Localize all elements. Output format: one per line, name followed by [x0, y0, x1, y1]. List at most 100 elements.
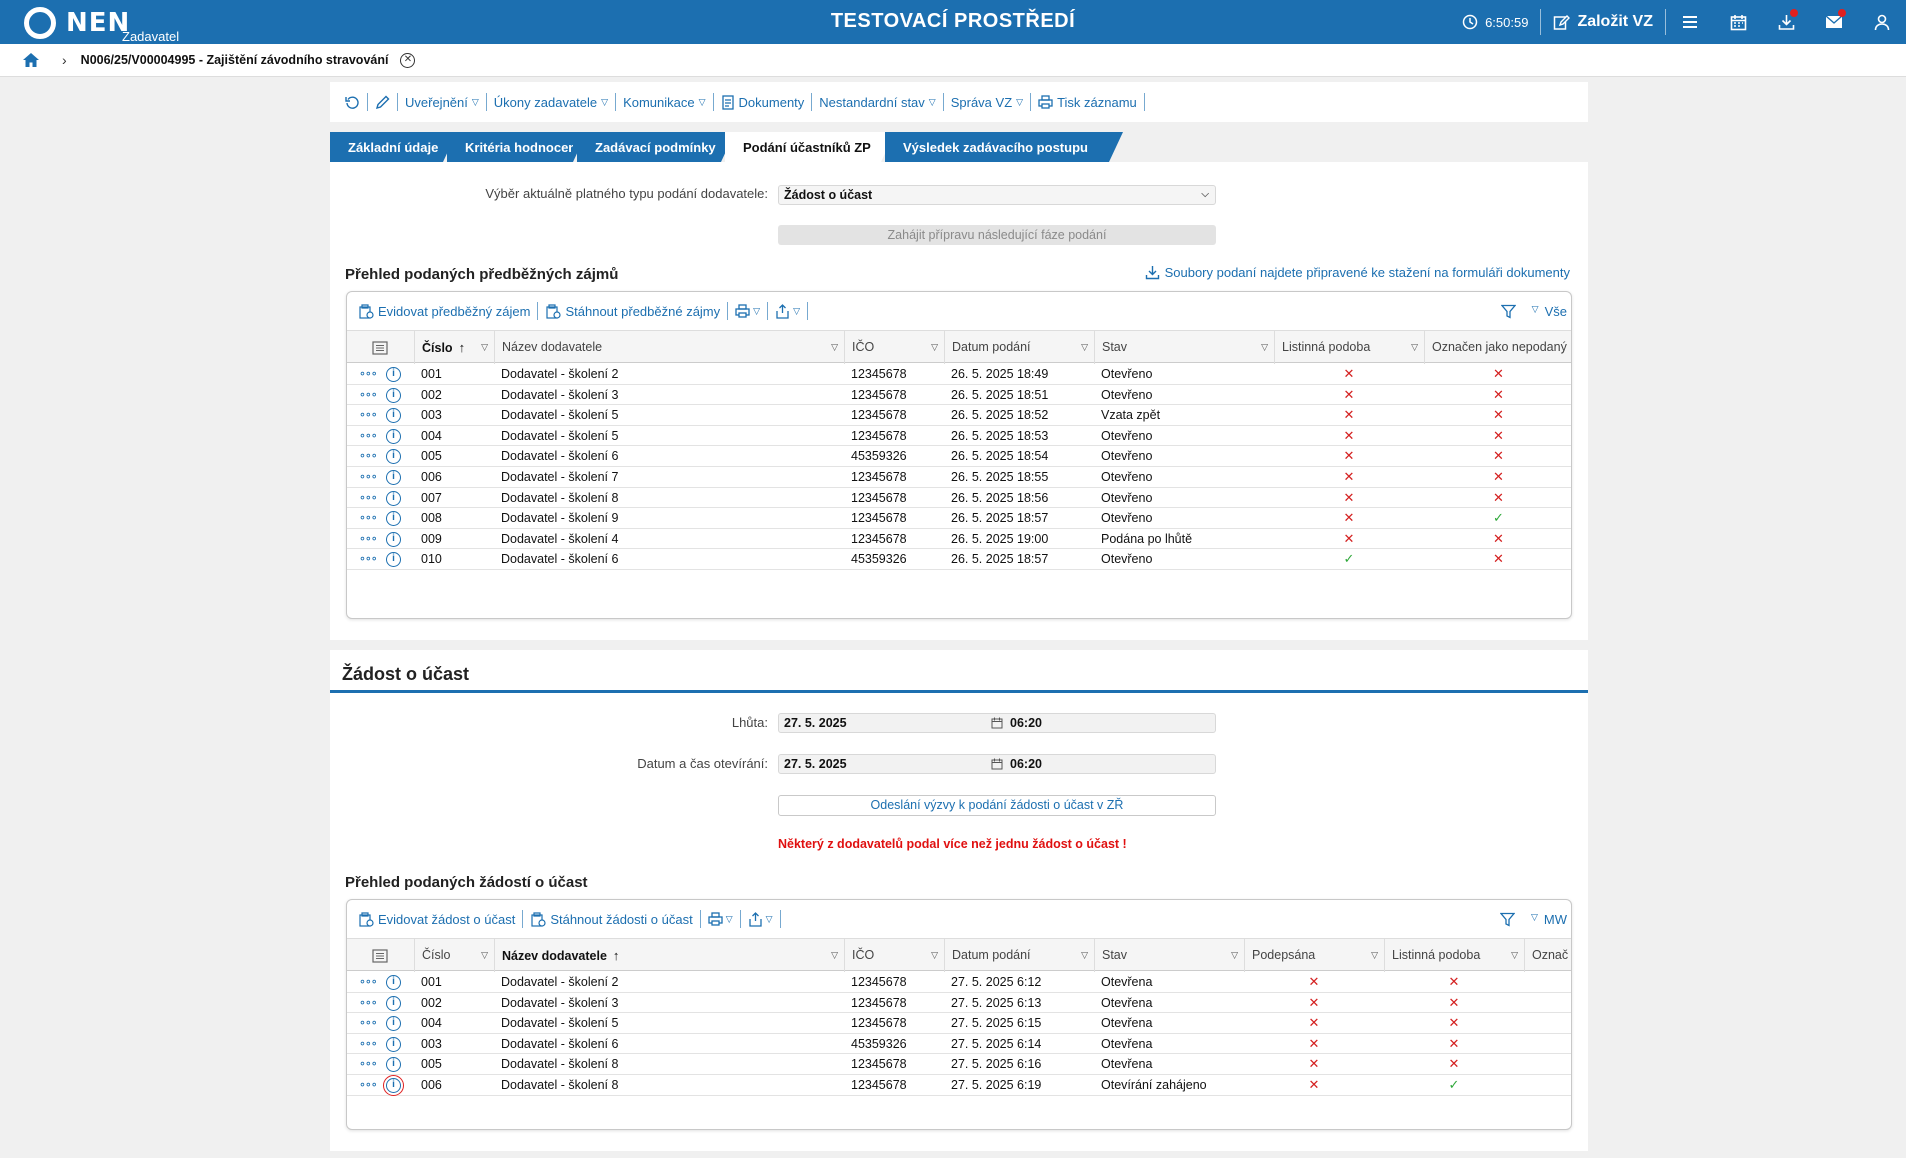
files-download-link[interactable]: Soubory podaní najdete připravené ke sta… [1145, 265, 1570, 280]
print-dropdown-button[interactable]: ▽ [730, 304, 765, 318]
table-row[interactable]: ∘∘∘ i 003 Dodavatel - školení 6 45359326 27. … [347, 1034, 1571, 1055]
tab-kriteria-hodnoceni[interactable]: Kritéria hodnocení [447, 132, 587, 162]
info-icon[interactable]: i [386, 449, 401, 465]
info-icon[interactable]: i [386, 511, 401, 527]
deadline-field[interactable]: 27. 5. 2025 06:20 [778, 713, 1216, 733]
main-menu-button[interactable] [1666, 0, 1714, 44]
column-header-ico[interactable]: IČO ▽ [844, 331, 944, 364]
table-row[interactable]: ∘∘∘ i 009 Dodavatel - školení 4 12345678 26. … [347, 529, 1571, 550]
column-header-cislo[interactable]: Číslo ▽ [414, 939, 494, 972]
print-dropdown-button[interactable]: ▽ [703, 912, 738, 926]
more-actions-icon[interactable]: ∘∘∘ [359, 450, 378, 463]
filter-button[interactable] [1492, 912, 1523, 927]
download-requests-button[interactable]: Stáhnout žádosti o účast [525, 912, 697, 927]
column-header-datum[interactable]: Datum podání ▽ [944, 331, 1094, 364]
menu-item-nestandardni-stav[interactable]: Nestandardní stav ▽ [812, 95, 942, 110]
table-row[interactable]: ∘∘∘ i 010 Dodavatel - školení 6 45359326 26. … [347, 549, 1571, 570]
messages-button[interactable] [1810, 0, 1858, 44]
column-settings[interactable] [347, 331, 414, 364]
tab-podani-ucastniku[interactable]: Podání účastníků ZP [725, 132, 895, 162]
more-actions-icon[interactable]: ∘∘∘ [359, 388, 378, 401]
column-header-cislo[interactable]: Číslo ↑ ▽ [414, 331, 494, 364]
table-row[interactable]: ∘∘∘ i 001 Dodavatel - školení 2 12345678 27. … [347, 972, 1571, 993]
info-icon[interactable]: i [386, 367, 401, 382]
downloads-button[interactable] [1762, 0, 1810, 44]
refresh-button[interactable] [338, 95, 367, 110]
more-actions-icon[interactable]: ∘∘∘ [359, 1058, 378, 1071]
table-row[interactable]: ∘∘∘ i 002 Dodavatel - školení 3 12345678 26. … [347, 385, 1571, 406]
info-icon[interactable]: i [386, 1057, 401, 1073]
info-icon[interactable]: i [386, 995, 401, 1011]
menu-item-dokumenty[interactable]: Dokumenty [714, 95, 812, 110]
more-actions-icon[interactable]: ∘∘∘ [359, 429, 378, 442]
info-icon[interactable]: i [386, 428, 401, 444]
column-header-nazev[interactable]: Název dodavatele ↑ ▽ [494, 939, 844, 972]
breadcrumb-current[interactable]: N006/25/V00004995 - Zajištění závodního … [80, 53, 389, 67]
tab-vysledek-zadavaciho-postupu[interactable]: Výsledek zadávacího postupu [885, 132, 1123, 162]
export-dropdown-button[interactable]: ▽ [770, 303, 805, 319]
more-actions-icon[interactable]: ∘∘∘ [359, 512, 378, 525]
menu-item-tisk-zaznamu[interactable]: Tisk záznamu [1031, 95, 1144, 110]
user-button[interactable] [1858, 0, 1906, 44]
table-row[interactable]: ∘∘∘ i 006 Dodavatel - školení 8 12345678 27. … [347, 1075, 1571, 1096]
opening-field[interactable]: 27. 5. 2025 06:20 [778, 754, 1216, 774]
tab-zadavaci-podminky[interactable]: Zadávací podmínky [577, 132, 735, 162]
column-header-stav[interactable]: Stav ▽ [1094, 939, 1244, 972]
column-header-datum[interactable]: Datum podání ▽ [944, 939, 1094, 972]
table-row[interactable]: ∘∘∘ i 001 Dodavatel - školení 2 12345678 26. … [347, 364, 1571, 385]
info-icon[interactable]: i [383, 1075, 404, 1096]
info-icon[interactable]: i [386, 1016, 401, 1032]
column-header-podepsana[interactable]: Podepsána ▽ [1244, 939, 1384, 972]
menu-item-ukony-zadavatele[interactable]: Úkony zadavatele ▽ [487, 95, 615, 110]
table-row[interactable]: ∘∘∘ i 005 Dodavatel - školení 8 12345678 27. … [347, 1054, 1571, 1075]
next-phase-button[interactable]: Zahájit přípravu následující fáze podání [778, 225, 1216, 245]
table-row[interactable]: ∘∘∘ i 003 Dodavatel - školení 5 12345678 26. … [347, 405, 1571, 426]
column-header-nepodany[interactable]: Označen jako nepodaný [1424, 331, 1571, 364]
column-header-listinna[interactable]: Listinná podoba ▽ [1274, 331, 1424, 364]
register-interest-button[interactable]: Evidovat předběžný zájem [353, 304, 535, 319]
table-row[interactable]: ∘∘∘ i 006 Dodavatel - školení 7 12345678 26. … [347, 467, 1571, 488]
more-actions-icon[interactable]: ∘∘∘ [359, 532, 378, 545]
more-actions-icon[interactable]: ∘∘∘ [359, 1017, 378, 1030]
column-header-stav[interactable]: Stav ▽ [1094, 331, 1274, 364]
export-dropdown-button[interactable]: ▽ [743, 911, 778, 927]
table-row[interactable]: ∘∘∘ i 008 Dodavatel - školení 9 12345678 26. … [347, 508, 1571, 529]
more-actions-icon[interactable]: ∘∘∘ [359, 996, 378, 1009]
more-actions-icon[interactable]: ∘∘∘ [359, 471, 378, 483]
info-icon[interactable]: i [386, 470, 401, 485]
menu-item-sprava-vz[interactable]: Správa VZ ▽ [944, 95, 1030, 110]
view-select[interactable]: ▽ MW [1523, 912, 1571, 927]
more-actions-icon[interactable]: ∘∘∘ [359, 491, 378, 504]
send-invitation-button[interactable]: Odeslání výzvy k podání žádosti o účast … [778, 795, 1216, 816]
more-actions-icon[interactable]: ∘∘∘ [359, 1037, 378, 1050]
calendar-button[interactable] [1714, 0, 1762, 44]
more-actions-icon[interactable]: ∘∘∘ [359, 1079, 378, 1091]
more-actions-icon[interactable]: ∘∘∘ [359, 976, 378, 988]
column-settings[interactable] [347, 939, 414, 972]
filter-button[interactable] [1493, 304, 1524, 319]
info-icon[interactable]: i [386, 552, 401, 568]
more-actions-icon[interactable]: ∘∘∘ [359, 368, 378, 380]
column-header-listinna[interactable]: Listinná podoba ▽ [1384, 939, 1524, 972]
more-actions-icon[interactable]: ∘∘∘ [359, 409, 378, 422]
info-icon[interactable]: i [386, 408, 401, 424]
table-row[interactable]: ∘∘∘ i 004 Dodavatel - školení 5 12345678 27. … [347, 1013, 1571, 1034]
register-request-button[interactable]: Evidovat žádost o účast [353, 912, 520, 927]
menu-item-uverejneni[interactable]: Uveřejnění ▽ [398, 95, 486, 110]
more-actions-icon[interactable]: ∘∘∘ [359, 553, 378, 566]
info-icon[interactable]: i [386, 1036, 401, 1052]
submission-type-select[interactable]: Žádost o účast ⌵ [778, 185, 1216, 205]
tab-zakladni-udaje[interactable]: Základní údaje [330, 132, 457, 162]
view-select[interactable]: ▽ Vše [1524, 304, 1571, 319]
download-interests-button[interactable]: Stáhnout předběžné zájmy [540, 304, 725, 319]
column-header-oznacen[interactable]: Označ [1524, 939, 1571, 972]
table-row[interactable]: ∘∘∘ i 004 Dodavatel - školení 5 12345678 26. … [347, 426, 1571, 447]
home-button[interactable] [22, 52, 40, 68]
info-icon[interactable]: i [386, 490, 401, 506]
table-row[interactable]: ∘∘∘ i 007 Dodavatel - školení 8 12345678 26. … [347, 488, 1571, 509]
info-icon[interactable]: i [386, 975, 401, 990]
column-header-ico[interactable]: IČO ▽ [844, 939, 944, 972]
edit-button[interactable] [368, 95, 397, 110]
menu-item-komunikace[interactable]: Komunikace ▽ [616, 95, 712, 110]
table-row[interactable]: ∘∘∘ i 002 Dodavatel - školení 3 12345678 27. … [347, 993, 1571, 1014]
